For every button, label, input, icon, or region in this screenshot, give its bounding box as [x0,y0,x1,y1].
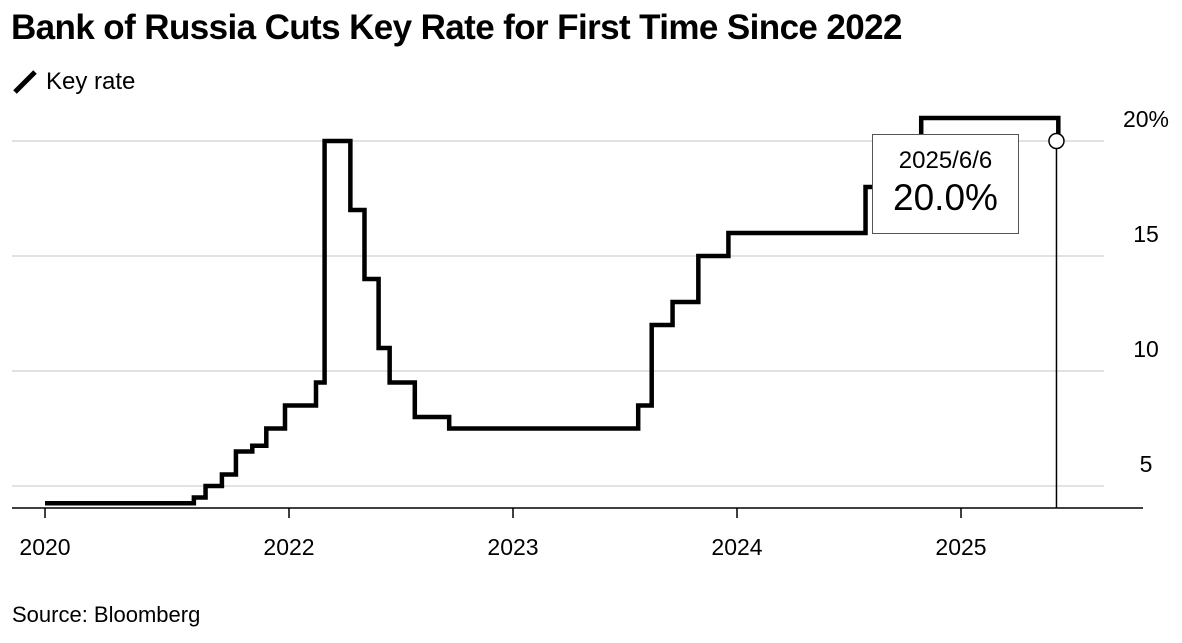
y-tick-label: 10 [1133,336,1159,362]
tooltip-date: 2025/6/6 [898,147,993,174]
source-note: Source: Bloomberg [12,602,201,627]
legend-label: Key rate [46,68,136,95]
legend: Key rate [12,66,135,98]
hover-tooltip: 2025/6/6 20.0% [872,134,1019,234]
hover-point-marker [1048,132,1065,150]
y-tick-label: 5 [1140,451,1153,477]
x-tick-label: 2022 [263,534,314,560]
chart-title: Bank of Russia Cuts Key Rate for First T… [11,8,902,47]
y-tick-label: 15 [1133,221,1159,247]
x-tick-label: 2023 [487,534,538,560]
line-swatch-icon [13,70,37,94]
x-tick-label: 2020 [19,534,70,560]
tooltip-value: 20.0% [893,177,998,218]
series-line-key-rate [45,115,1061,506]
y-tick-label: 20% [1123,106,1169,132]
x-tick-label: 2024 [711,534,762,560]
x-tick-label: 2025 [935,534,986,560]
